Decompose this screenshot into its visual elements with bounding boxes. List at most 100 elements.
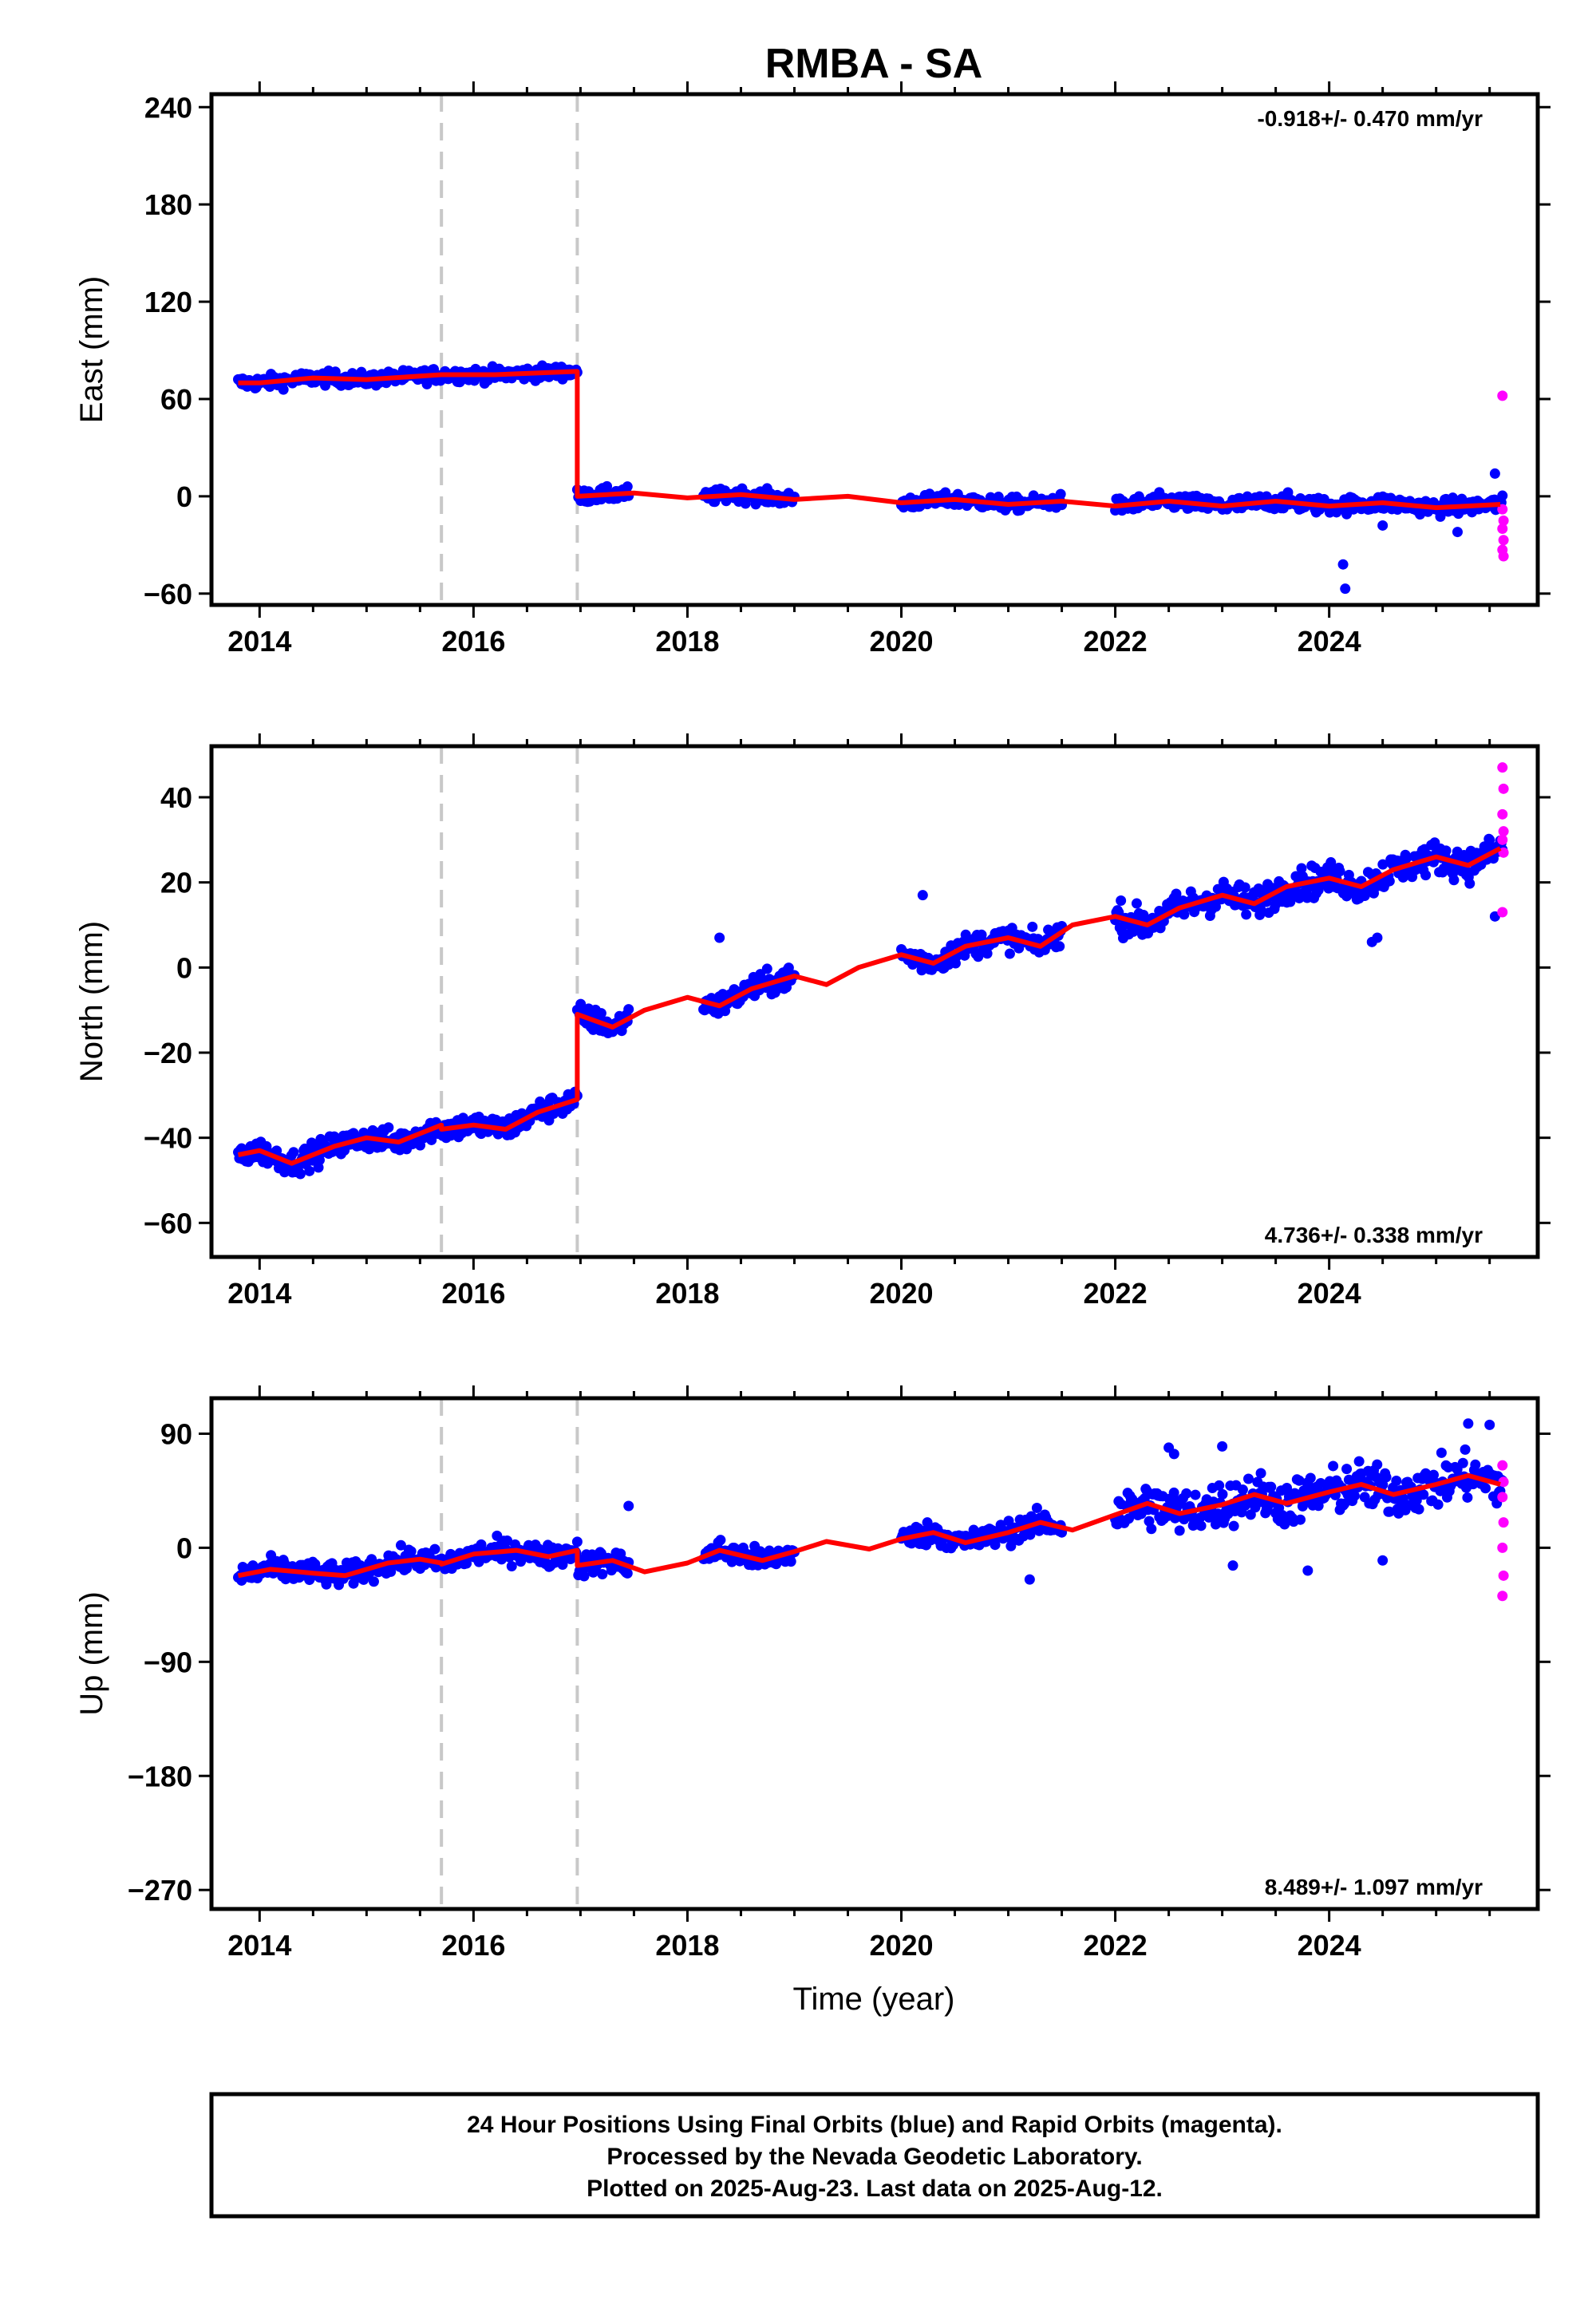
east-y-axis-label: East (mm): [74, 276, 109, 423]
up-final-point: [1228, 1520, 1239, 1531]
north-final-point: [288, 1147, 299, 1158]
up-final-point: [1031, 1502, 1042, 1513]
up-final-point: [1295, 1514, 1306, 1525]
north-outlier-point-6: [1484, 834, 1495, 845]
up-final-point: [1384, 1506, 1395, 1517]
up-final-point: [1460, 1444, 1471, 1455]
east-rapid-point-1: [1497, 390, 1508, 401]
up-y-tick-label: −90: [144, 1646, 192, 1678]
up-rapid-point-6: [1498, 1570, 1509, 1581]
up-final-point: [557, 1559, 568, 1571]
up-final-point: [1341, 1464, 1353, 1475]
north-final-point: [1131, 898, 1142, 909]
chart-title: RMBA - SA: [765, 41, 983, 87]
up-outlier-point-5: [1463, 1418, 1474, 1429]
up-final-point: [1005, 1540, 1017, 1551]
up-outlier-point-4: [1217, 1441, 1228, 1452]
up-final-point: [1181, 1488, 1192, 1499]
up-final-points: [233, 1444, 1508, 1591]
north-final-point: [1285, 896, 1296, 907]
up-final-point: [1237, 1484, 1248, 1496]
up-final-point: [579, 1571, 590, 1582]
north-final-point: [1239, 882, 1250, 893]
north-final-point: [535, 1096, 546, 1107]
up-y-tick-label: −180: [128, 1760, 192, 1792]
north-x-tick-label: 2014: [227, 1277, 291, 1310]
up-x-tick-label: 2018: [655, 1929, 719, 1962]
north-final-point: [1334, 866, 1345, 877]
north-final-point: [1054, 941, 1065, 952]
north-final-point: [426, 1134, 437, 1145]
up-outlier-point-10: [1024, 1574, 1035, 1585]
east-y-tick-label: −60: [144, 578, 192, 611]
up-panel: 2014 2016 2018 2020 2022 2024 90 0 −90 −180 −270 Up…: [74, 1385, 1551, 1962]
north-outlier-point-2: [917, 890, 928, 901]
east-final-point: [1497, 490, 1508, 501]
north-final-point: [294, 1168, 306, 1180]
up-y-tick-label: 0: [176, 1531, 192, 1564]
north-rapid-point-3: [1497, 808, 1508, 820]
east-x-tick-label: 2024: [1298, 625, 1361, 658]
north-y-tick-label: 20: [160, 867, 192, 899]
up-final-point: [1428, 1469, 1439, 1480]
north-final-point: [1464, 878, 1476, 889]
up-outlier-point-9: [1227, 1560, 1238, 1571]
up-final-point: [1418, 1489, 1429, 1500]
up-x-tick-label: 2020: [869, 1929, 933, 1962]
east-outlier-point-1: [1337, 559, 1349, 570]
up-outlier-point-6: [1484, 1419, 1495, 1430]
east-outlier-point-2: [1340, 583, 1351, 595]
east-final-point: [622, 481, 633, 492]
north-rapid-point-5: [1497, 834, 1508, 845]
up-rapid-point-4: [1498, 1517, 1509, 1528]
north-y-tick-label: 40: [160, 781, 192, 814]
up-final-point: [461, 1558, 472, 1569]
up-final-point: [502, 1535, 513, 1546]
east-x-tick-label: 2022: [1084, 625, 1148, 658]
north-outlier-point-4: [1372, 932, 1383, 943]
east-outlier-point-3: [1377, 520, 1389, 531]
north-y-tick-label: −60: [144, 1207, 192, 1239]
up-rapid-point-1: [1497, 1460, 1508, 1471]
up-final-point: [1168, 1487, 1179, 1498]
up-final-point: [1372, 1459, 1383, 1470]
up-final-point: [571, 1536, 583, 1547]
up-outlier-point-1: [623, 1500, 634, 1512]
up-final-point: [405, 1546, 417, 1557]
up-final-point: [1242, 1473, 1254, 1484]
east-x-tick-label: 2016: [441, 625, 505, 658]
x-axis-label: Time (year): [793, 1982, 955, 2017]
up-final-point: [1381, 1472, 1392, 1483]
up-final-point: [476, 1539, 487, 1550]
north-final-point: [271, 1145, 282, 1156]
up-rapid-point-2: [1498, 1476, 1509, 1488]
up-frame: [209, 1396, 1540, 1911]
east-rapid-point-7: [1498, 551, 1509, 562]
east-frame: [209, 92, 1540, 607]
north-final-point: [1420, 870, 1432, 881]
up-final-point: [1470, 1459, 1481, 1470]
up-final-point: [1305, 1472, 1316, 1484]
east-y-tick-label: 120: [144, 286, 192, 318]
footer-box: 24 Hour Positions Using Final Orbits (bl…: [209, 2092, 1540, 2219]
east-y-tick-label: 60: [160, 383, 192, 416]
up-final-point: [1190, 1489, 1201, 1500]
up-plot-area: [233, 1398, 1509, 1909]
north-frame: [209, 744, 1540, 1259]
east-plot-area: [233, 94, 1509, 605]
up-final-point: [1174, 1525, 1185, 1536]
up-rapid-point-5: [1497, 1542, 1508, 1553]
up-final-point: [1328, 1460, 1339, 1472]
north-x-tick-label: 2016: [441, 1277, 505, 1310]
footer-line-1: 24 Hour Positions Using Final Orbits (bl…: [467, 2112, 1282, 2138]
up-final-point: [1255, 1468, 1266, 1479]
north-final-point: [1171, 888, 1182, 899]
north-rate-label: 4.736+/- 0.338 mm/yr: [1265, 1223, 1483, 1247]
north-outlier-point-1: [714, 932, 725, 943]
up-final-point: [1391, 1475, 1402, 1486]
north-y-tick-label: 0: [176, 951, 192, 984]
up-final-point: [1480, 1483, 1491, 1494]
up-x-tick-label: 2016: [441, 1929, 505, 1962]
north-x-tick-label: 2024: [1298, 1277, 1361, 1310]
up-outlier-point-7: [1302, 1565, 1314, 1576]
